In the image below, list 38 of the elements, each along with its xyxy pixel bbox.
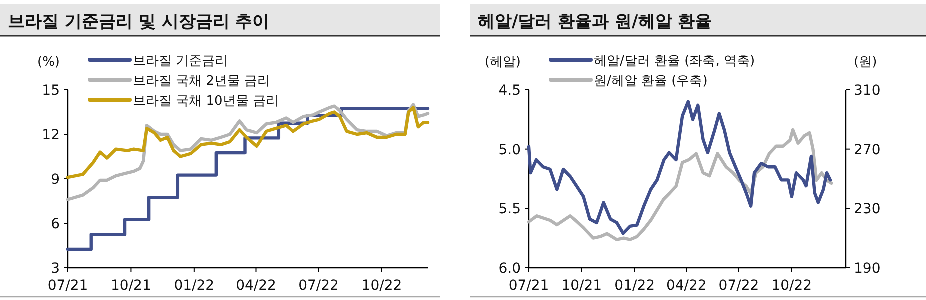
y2-tick-label: 190 [854,261,881,277]
line-series [66,106,430,180]
x-tick-label: 10/21 [111,278,152,294]
x-tick-label: 01/22 [614,278,656,294]
x-tick-label: 07/21 [508,278,550,294]
y-tick-label: 9 [51,172,60,188]
y-tick-label: 5.5 [498,202,521,218]
y2-tick-label: 270 [854,142,881,158]
chart-title: 브라질 기준금리 및 시장금리 추이 [8,12,270,32]
y-tick-label: 4.5 [498,83,521,99]
x-tick-label: 07/21 [48,278,88,294]
legend-label: 브라질 국채 10년물 금리 [133,94,279,109]
legend-label: 브라질 국채 2년물 금리 [133,74,271,89]
x-tick-label: 01/22 [174,278,215,294]
y2-tick-label: 230 [854,202,881,218]
y-tick-label: 6.0 [498,261,521,277]
y2-tick-label: 310 [854,83,881,99]
x-tick-label: 07/22 [298,278,339,294]
x-tick-label: 07/22 [718,278,760,294]
x-tick-label: 10/21 [562,278,602,294]
y-tick-label: 3 [51,261,60,277]
line-series [527,128,834,242]
x-tick-label: 04/22 [236,278,276,294]
y2-axis-title: (원) [854,55,878,70]
chart-title: 헤알/달러 환율과 원/헤알 환율 [478,12,712,32]
legend-label: 브라질 기준금리 [133,54,228,69]
y-axis-title: (헤알) [484,55,521,70]
y-tick-label: 15 [42,83,60,99]
legend-label: 원/헤알 환율 (우축) [594,74,708,89]
y-tick-label: 12 [42,128,60,144]
y-axis-title: (%) [38,55,60,70]
x-tick-label: 04/22 [666,278,707,294]
line-series [527,100,832,236]
legend-label: 헤알/달러 환율 (좌축, 역축) [594,54,756,69]
y-tick-label: 6 [51,216,60,232]
y-tick-label: 5.0 [498,142,521,158]
x-tick-label: 10/22 [772,278,812,294]
x-tick-label: 10/22 [362,278,402,294]
